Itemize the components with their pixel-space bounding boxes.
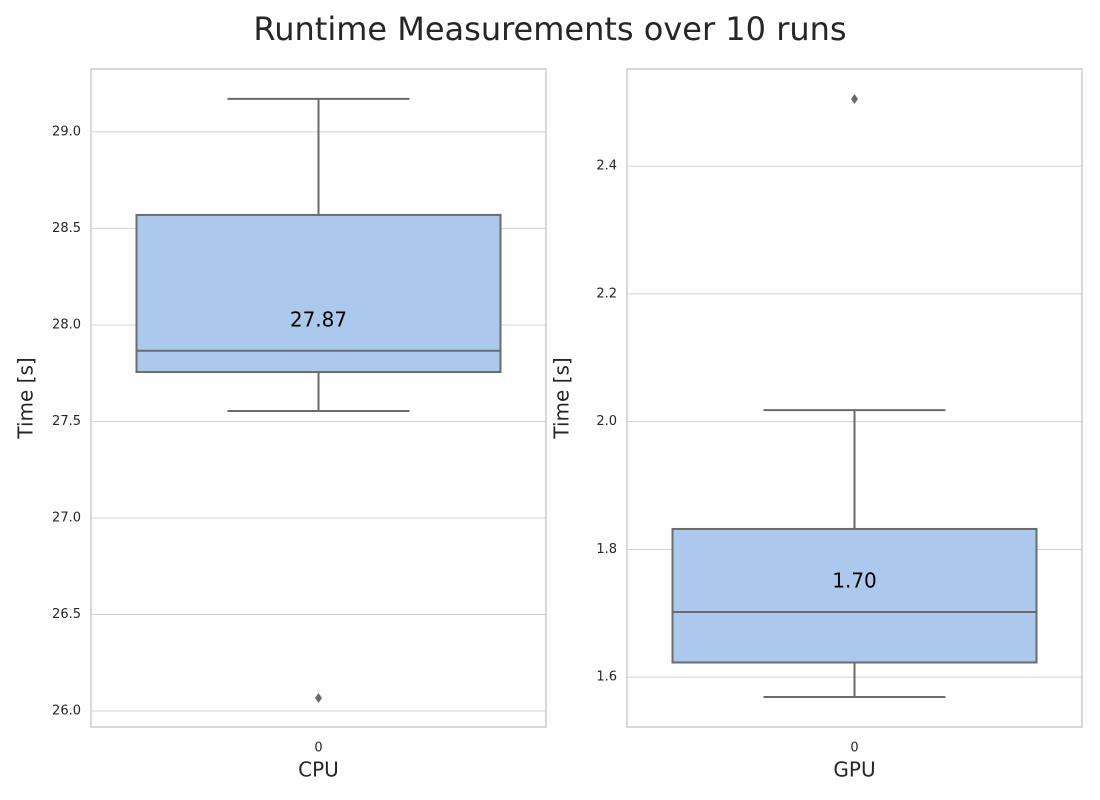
x-axis-label: CPU bbox=[298, 758, 339, 782]
y-tick-label: 2.4 bbox=[596, 159, 617, 174]
y-tick-label: 28.0 bbox=[52, 317, 81, 332]
y-tick-label: 27.5 bbox=[52, 414, 81, 429]
y-axis-label: Time [s] bbox=[550, 357, 574, 439]
y-tick-label: 1.8 bbox=[596, 542, 617, 557]
y-axis-label: Time [s] bbox=[14, 357, 38, 439]
x-tick-label: 0 bbox=[314, 741, 322, 756]
y-tick-label: 29.0 bbox=[52, 124, 81, 139]
y-tick-label: 2.2 bbox=[596, 286, 617, 301]
x-tick-label: 0 bbox=[850, 741, 858, 756]
median-label: 1.70 bbox=[832, 569, 877, 593]
plot-frame bbox=[90, 68, 547, 728]
figure-title: Runtime Measurements over 10 runs bbox=[253, 10, 846, 48]
outlier bbox=[851, 94, 858, 105]
outlier bbox=[315, 693, 322, 704]
y-tick-label: 26.0 bbox=[52, 703, 81, 718]
y-tick-label: 26.5 bbox=[52, 607, 81, 622]
y-tick-label: 27.0 bbox=[52, 510, 81, 525]
x-axis-label: GPU bbox=[833, 758, 875, 782]
y-tick-label: 2.0 bbox=[596, 414, 617, 429]
median-label: 27.87 bbox=[290, 307, 347, 331]
plot-frame bbox=[626, 68, 1083, 728]
box bbox=[671, 527, 1038, 664]
y-tick-label: 28.5 bbox=[52, 221, 81, 236]
y-tick-label: 1.6 bbox=[596, 670, 617, 685]
box bbox=[135, 213, 502, 374]
